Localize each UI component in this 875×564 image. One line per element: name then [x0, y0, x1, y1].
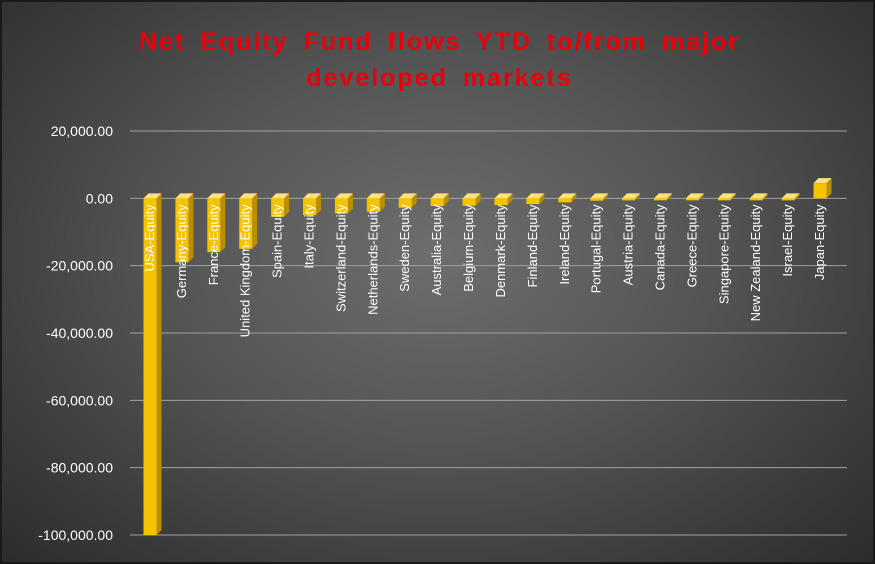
- chart-title: Net Equity Fund flows YTD to/from major …: [2, 24, 873, 96]
- bar: [526, 193, 545, 205]
- bar: [175, 193, 194, 263]
- category-label: Spain-Equity: [270, 204, 285, 278]
- bar: [239, 193, 258, 249]
- category-label: USA-Equity: [142, 204, 157, 272]
- category-label: Greece-Equity: [684, 204, 699, 288]
- bar: [813, 178, 832, 199]
- category-label: Switzerland-Equity: [333, 204, 348, 312]
- chart-title-line-1: Net Equity Fund flows YTD to/from major: [138, 28, 741, 56]
- y-tick-label: -40,000.00: [46, 325, 113, 341]
- y-tick-label: -60,000.00: [46, 392, 113, 408]
- y-tick-label: -80,000.00: [46, 460, 113, 476]
- bar: [271, 193, 290, 217]
- y-tick-label: 0.00: [86, 190, 113, 206]
- bar: [590, 193, 609, 201]
- bar: [685, 193, 704, 201]
- bar: [398, 193, 417, 208]
- bar: [207, 193, 226, 253]
- category-label: Italy-Equity: [302, 204, 317, 269]
- category-label: Japan-Equity: [812, 204, 827, 280]
- category-label: Singapore-Equity: [716, 204, 731, 304]
- category-label: Denmark-Equity: [493, 204, 508, 298]
- y-tick-label: -20,000.00: [46, 258, 113, 274]
- y-tick-label: 20,000.00: [51, 123, 113, 139]
- category-label: Sweden-Equity: [397, 204, 412, 292]
- bar: [143, 193, 162, 536]
- chart-title-line-2: developed markets: [306, 64, 573, 92]
- category-label: Israel-Equity: [780, 204, 795, 277]
- bar: [622, 193, 641, 201]
- bar: [462, 193, 481, 206]
- category-label: Canada-Equity: [652, 204, 667, 290]
- bar: [749, 193, 768, 201]
- category-label: France-Equity: [206, 204, 221, 285]
- bar: [303, 193, 322, 216]
- category-label: Austria-Equity: [621, 204, 636, 285]
- category-label: Australia-Equity: [429, 204, 444, 296]
- bar: [334, 193, 353, 214]
- bar: [717, 193, 736, 201]
- y-tick-label: -100,000.00: [38, 527, 113, 543]
- bar: [653, 193, 672, 201]
- category-label: United Kingdom-Equity: [238, 204, 253, 337]
- category-label: New Zealand-Equity: [748, 204, 763, 322]
- category-label: Germany-Equity: [174, 204, 189, 298]
- category-label: Netherlands-Equity: [365, 204, 380, 315]
- category-label: Belgium-Equity: [461, 204, 476, 292]
- category-label: Portugal-Equity: [589, 204, 604, 293]
- bar: [494, 193, 513, 206]
- category-label: Finland-Equity: [525, 204, 540, 288]
- bar: [430, 193, 449, 207]
- bar: [558, 193, 577, 203]
- bar: [781, 193, 800, 201]
- bar: [366, 193, 385, 212]
- category-label: Ireland-Equity: [557, 204, 572, 285]
